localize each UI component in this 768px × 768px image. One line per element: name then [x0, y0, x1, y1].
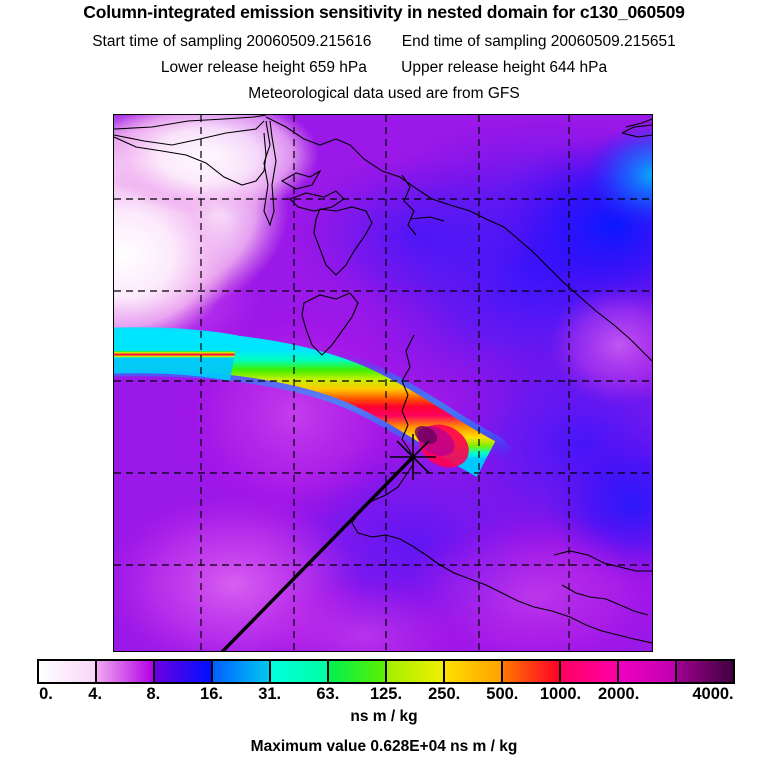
colorbar-segment-5	[329, 661, 387, 682]
map-plot-panel	[113, 114, 653, 652]
map-gridlines	[114, 115, 652, 651]
sampling-time-row: Start time of sampling 20060509.215616 E…	[0, 33, 768, 51]
colorbar-tick-2: 8.	[146, 685, 161, 703]
colorbar-tick-5: 63.	[316, 685, 340, 703]
colorbar-tick-10: 2000.	[598, 685, 640, 703]
colorbar-segment-9	[561, 661, 619, 682]
colorbar-segment-0	[39, 661, 97, 682]
colorbar-tick-3: 16.	[200, 685, 223, 703]
colorbar-tick-labels: 0. 4. 8. 16. 31. 63. 125. 250. 500. 1000. 2000. 400…	[0, 685, 768, 705]
release-point-marker	[390, 434, 436, 480]
colorbar-segment-8	[503, 661, 561, 682]
colorbar-segment-10	[619, 661, 677, 682]
colorbar-segment-3	[213, 661, 271, 682]
colorbar-segment-2	[155, 661, 213, 682]
colorbar	[37, 659, 735, 684]
colorbar-tick-8: 500.	[486, 685, 519, 703]
colorbar-segment-11	[677, 661, 733, 682]
colorbar-tick-4: 31.	[258, 685, 282, 703]
coastline-overlay	[114, 115, 652, 644]
colorbar-segment-4	[271, 661, 329, 682]
page-title: Column-integrated emission sensitivity i…	[83, 2, 685, 22]
colorbar-segment-1	[97, 661, 155, 682]
start-time-label: Start time of sampling 20060509.215616	[92, 33, 372, 50]
colorbar-tick-1: 4.	[88, 685, 103, 703]
flight-track-line	[220, 455, 415, 651]
maximum-value-label: Maximum value 0.628E+04 ns m / kg	[250, 738, 518, 755]
meteorological-data-label: Meteorological data used are from GFS	[248, 85, 520, 102]
upper-release-height-label: Upper release height 644 hPa	[401, 59, 608, 76]
end-time-label: End time of sampling 20060509.215651	[401, 33, 676, 50]
lower-release-height-label: Lower release height 659 hPa	[160, 59, 367, 76]
colorbar-tick-6: 125.	[369, 685, 403, 703]
emission-sensitivity-map	[114, 115, 652, 651]
colorbar-tick-7: 250.	[428, 685, 461, 703]
colorbar-tick-11: 4000.	[692, 685, 734, 703]
colorbar-segment-6	[387, 661, 445, 682]
colorbar-tick-9: 1000.	[539, 685, 582, 703]
release-height-row: Lower release height 659 hPa Upper relea…	[0, 59, 768, 77]
colorbar-unit-label: ns m / kg	[350, 708, 418, 725]
colorbar-tick-0: 0.	[39, 685, 53, 703]
colorbar-segment-7	[445, 661, 503, 682]
